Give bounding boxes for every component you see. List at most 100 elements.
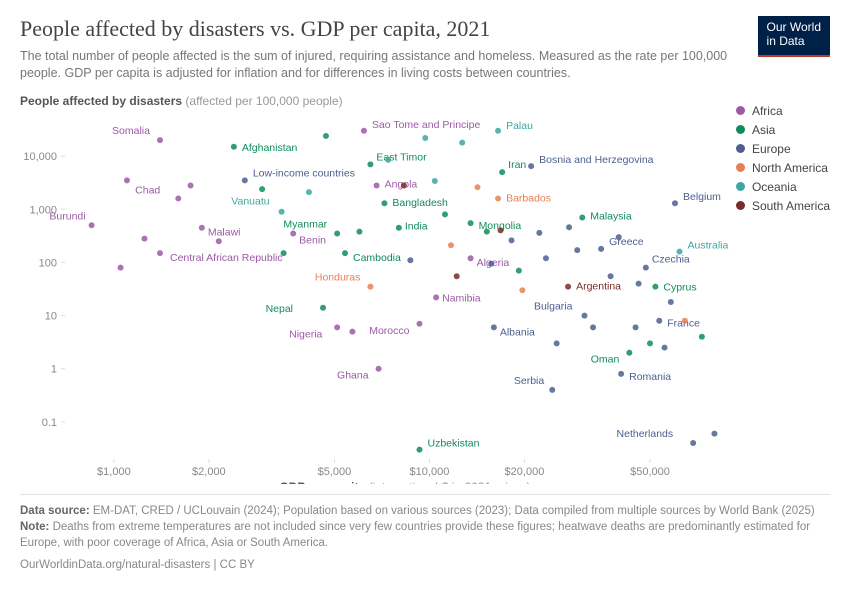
data-point[interactable] (89, 222, 95, 228)
data-point[interactable] (376, 365, 382, 371)
y-axis-title: People affected by disasters (affected p… (20, 94, 830, 108)
data-point[interactable] (281, 250, 287, 256)
data-point[interactable] (448, 242, 454, 248)
data-point[interactable] (554, 340, 560, 346)
data-point[interactable] (216, 238, 222, 244)
data-point[interactable] (199, 224, 205, 230)
data-point[interactable] (323, 133, 329, 139)
data-point[interactable] (498, 227, 504, 233)
data-point[interactable] (652, 283, 658, 289)
data-point[interactable] (259, 186, 265, 192)
data-point[interactable] (468, 220, 474, 226)
data-point[interactable] (626, 349, 632, 355)
data-point[interactable] (495, 195, 501, 201)
data-point[interactable] (618, 371, 624, 377)
data-point[interactable] (157, 250, 163, 256)
data-point[interactable] (342, 250, 348, 256)
data-point[interactable] (574, 247, 580, 253)
data-point[interactable] (509, 237, 515, 243)
data-point[interactable] (519, 287, 525, 293)
data-point[interactable] (608, 273, 614, 279)
legend-item-africa[interactable]: Africa (736, 104, 830, 118)
data-point[interactable] (454, 273, 460, 279)
legend-item-europe[interactable]: Europe (736, 142, 830, 156)
data-point[interactable] (433, 294, 439, 300)
data-point[interactable] (416, 446, 422, 452)
data-point[interactable] (157, 137, 163, 143)
data-point[interactable] (711, 430, 717, 436)
data-point[interactable] (499, 169, 505, 175)
data-point[interactable] (643, 264, 649, 270)
data-point[interactable] (361, 128, 367, 134)
data-point[interactable] (528, 163, 534, 169)
data-point[interactable] (662, 344, 668, 350)
data-point[interactable] (334, 324, 340, 330)
data-point[interactable] (474, 184, 480, 190)
legend-item-north-america[interactable]: North America (736, 161, 830, 175)
data-point[interactable] (565, 283, 571, 289)
legend: Africa Asia Europe North America Oceania Sout… (736, 104, 830, 218)
data-point[interactable] (416, 321, 422, 327)
data-point[interactable] (566, 224, 572, 230)
data-point[interactable] (242, 177, 248, 183)
data-point[interactable] (484, 228, 490, 234)
data-point[interactable] (385, 157, 391, 163)
data-point[interactable] (334, 230, 340, 236)
data-point[interactable] (306, 189, 312, 195)
data-point[interactable] (367, 161, 373, 167)
data-point[interactable] (442, 211, 448, 217)
data-point[interactable] (118, 264, 124, 270)
owid-logo[interactable]: Our World in Data (758, 16, 830, 57)
data-point[interactable] (598, 246, 604, 252)
point-label: Greece (609, 236, 644, 248)
data-point[interactable] (543, 255, 549, 261)
data-point[interactable] (381, 200, 387, 206)
data-point[interactable] (279, 208, 285, 214)
data-point[interactable] (320, 305, 326, 311)
data-point[interactable] (401, 182, 407, 188)
scatter-chart[interactable]: 0.11101001,00010,000$1,000$2,000$5,000$1… (20, 114, 830, 484)
data-point[interactable] (549, 387, 555, 393)
data-point[interactable] (374, 182, 380, 188)
data-point[interactable] (290, 230, 296, 236)
data-point[interactable] (676, 248, 682, 254)
data-point[interactable] (682, 317, 688, 323)
data-point[interactable] (488, 260, 494, 266)
legend-swatch (736, 125, 745, 134)
data-point[interactable] (188, 182, 194, 188)
legend-item-south-america[interactable]: South America (736, 199, 830, 213)
data-point[interactable] (668, 299, 674, 305)
data-point[interactable] (432, 178, 438, 184)
data-point[interactable] (656, 317, 662, 323)
data-point[interactable] (491, 324, 497, 330)
svg-text:$50,000: $50,000 (630, 466, 670, 478)
data-point[interactable] (349, 328, 355, 334)
legend-item-asia[interactable]: Asia (736, 123, 830, 137)
data-point[interactable] (636, 280, 642, 286)
data-point[interactable] (175, 195, 181, 201)
data-point[interactable] (396, 224, 402, 230)
attribution-link[interactable]: OurWorldinData.org/natural-disasters | C… (20, 557, 830, 573)
data-point[interactable] (690, 440, 696, 446)
data-point[interactable] (581, 312, 587, 318)
data-point[interactable] (516, 267, 522, 273)
data-point[interactable] (616, 234, 622, 240)
data-point[interactable] (422, 135, 428, 141)
data-point[interactable] (699, 333, 705, 339)
data-point[interactable] (536, 230, 542, 236)
data-point[interactable] (647, 340, 653, 346)
data-point[interactable] (590, 324, 596, 330)
legend-item-oceania[interactable]: Oceania (736, 180, 830, 194)
data-point[interactable] (495, 128, 501, 134)
data-point[interactable] (367, 283, 373, 289)
data-point[interactable] (468, 255, 474, 261)
data-point[interactable] (579, 214, 585, 220)
data-point[interactable] (672, 200, 678, 206)
data-point[interactable] (124, 177, 130, 183)
data-point[interactable] (407, 257, 413, 263)
data-point[interactable] (356, 228, 362, 234)
data-point[interactable] (459, 139, 465, 145)
data-point[interactable] (141, 235, 147, 241)
data-point[interactable] (633, 324, 639, 330)
data-point[interactable] (231, 144, 237, 150)
